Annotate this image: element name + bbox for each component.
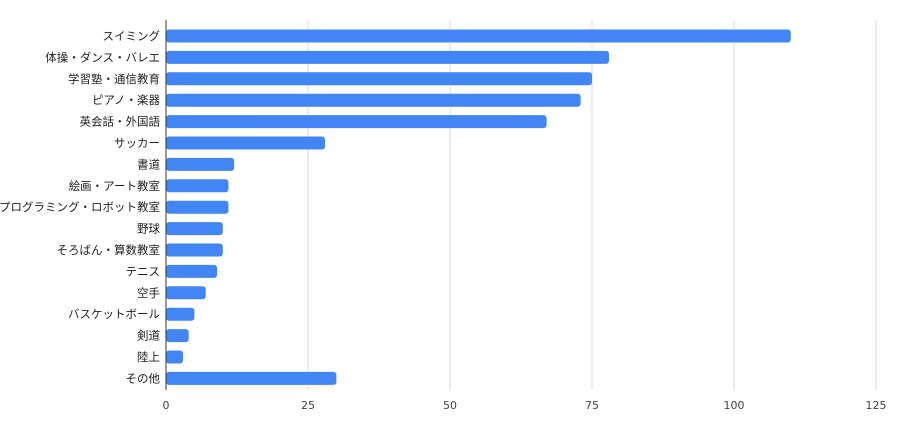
- category-labels: スイミング体操・ダンス・バレエ学習塾・通信教育ピアノ・楽器英会話・外国語サッカー…: [0, 29, 160, 385]
- category-label: 野球: [137, 222, 160, 236]
- bar: [166, 50, 610, 64]
- category-label: 剣道: [137, 329, 160, 343]
- category-label: そろばん・算数教室: [57, 243, 161, 257]
- bars: [166, 29, 791, 385]
- x-tick-label: 50: [443, 399, 457, 412]
- bar: [166, 200, 229, 214]
- bar: [166, 115, 547, 129]
- x-tick-label: 100: [724, 399, 745, 412]
- x-tick-label: 75: [585, 399, 599, 412]
- bar: [166, 222, 223, 236]
- category-label: サッカー: [114, 136, 160, 150]
- x-tick-label: 125: [866, 399, 887, 412]
- category-label: 絵画・アート教室: [69, 179, 160, 193]
- category-label: ピアノ・楽器: [92, 93, 160, 107]
- category-label: 空手: [137, 286, 160, 300]
- bar: [166, 179, 229, 193]
- bar: [166, 29, 791, 43]
- category-label: 英会話・外国語: [80, 115, 161, 129]
- bar: [166, 72, 592, 86]
- category-label: 学習塾・通信教育: [68, 72, 160, 86]
- category-label: 陸上: [137, 350, 160, 364]
- category-label: プログラミング・ロボット教室: [0, 200, 160, 214]
- bar: [166, 264, 218, 278]
- bar: [166, 157, 235, 171]
- bar: [166, 371, 337, 385]
- category-label: その他: [126, 371, 161, 385]
- bar: [166, 286, 206, 300]
- category-label: 書道: [137, 157, 160, 171]
- bar: [166, 93, 581, 107]
- bar: [166, 329, 189, 343]
- x-tick-labels: 0 25 50 75 100 125: [163, 399, 887, 412]
- category-label: テニス: [126, 264, 161, 278]
- bar: [166, 307, 195, 321]
- category-label: スイミング: [103, 29, 161, 43]
- x-tick-label: 25: [301, 399, 315, 412]
- bar: [166, 350, 184, 364]
- x-tick-label: 0: [163, 399, 170, 412]
- category-label: バスケットボール: [68, 307, 160, 321]
- bar: [166, 136, 326, 150]
- category-label: 体操・ダンス・バレエ: [45, 50, 160, 64]
- bar: [166, 243, 223, 257]
